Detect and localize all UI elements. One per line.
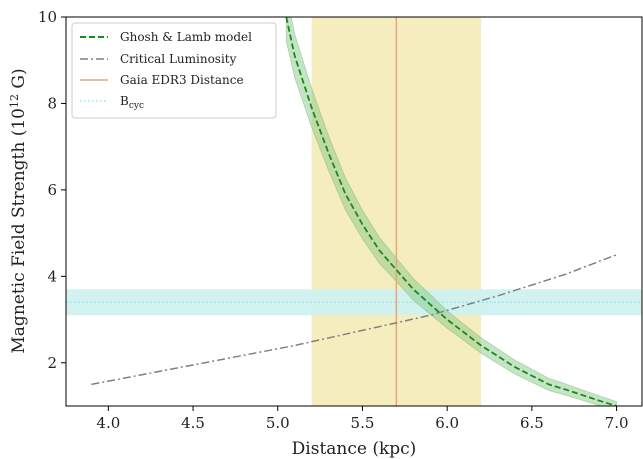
x-tick-label: 4.5: [181, 414, 205, 432]
y-axis-label: Magnetic Field Strength (1012 G): [8, 68, 29, 353]
x-tick-label: 4.0: [96, 414, 120, 432]
y-axis-label-unit: G): [9, 68, 29, 94]
y-tick-label: 6: [47, 181, 57, 199]
legend: Ghosh & Lamb model Critical Luminosity G…: [71, 22, 277, 119]
legend-label-bcyc-main: B: [120, 94, 129, 108]
legend-label-gaia-distance: Gaia EDR3 Distance: [120, 73, 244, 87]
plot-area: [66, 17, 642, 406]
x-axis-label: Distance (kpc): [292, 439, 417, 459]
x-tick-label: 6.0: [435, 414, 459, 432]
legend-label-ghosh-lamb: Ghosh & Lamb model: [120, 30, 252, 44]
x-tick-label: 6.5: [520, 414, 544, 432]
legend-label-bcyc-subscript: cyc: [129, 101, 144, 111]
x-tick-label: 5.5: [351, 414, 375, 432]
legend-label-bcyc: Bcyc: [120, 94, 144, 111]
x-tick-label: 7.0: [605, 414, 629, 432]
legend-label-critical-luminosity: Critical Luminosity: [120, 52, 237, 66]
x-tick-label: 5.0: [266, 414, 290, 432]
y-tick-label: 2: [47, 354, 57, 372]
axis-ticks: 4.0 4.5 5.0 5.5 6.0 6.5 7.0 2 4 6 8 10: [38, 8, 629, 432]
ghosh-lamb-line: [285, 17, 617, 406]
y-tick-label: 4: [47, 267, 57, 285]
critical-luminosity-line: [91, 254, 617, 386]
y-tick-label: 10: [38, 8, 57, 26]
y-axis-label-main: Magnetic Field Strength (10: [9, 108, 29, 354]
axes-frame: [65, 16, 643, 407]
y-tick-label: 8: [47, 94, 57, 112]
legend-box: [71, 22, 277, 119]
y-axis-label-exponent: 12: [8, 94, 21, 108]
